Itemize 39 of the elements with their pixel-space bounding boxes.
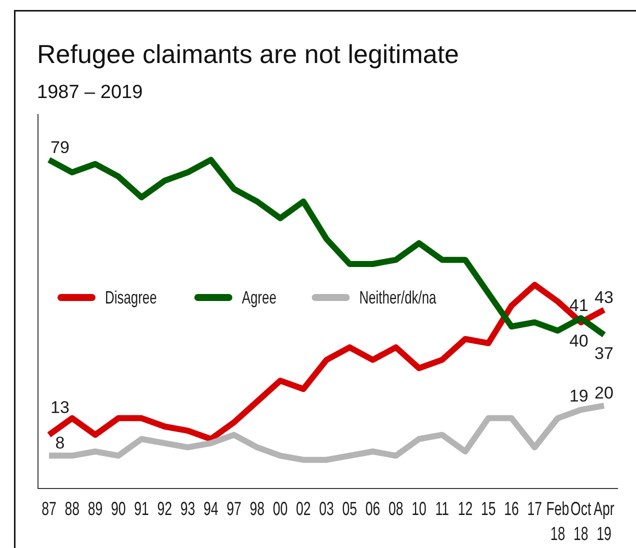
x-tick-label: Apr 19 <box>594 498 615 545</box>
x-tick-label: 05 <box>342 498 358 520</box>
data-label: 19 <box>569 386 588 406</box>
x-tick-label: 16 <box>504 498 519 520</box>
x-tick-label: 10 <box>412 498 426 520</box>
data-label: 37 <box>594 344 614 363</box>
legend-label: Agree <box>242 288 277 308</box>
x-tick-label: 15 <box>480 498 496 520</box>
chart-title: Refugee claimants are not legitimate <box>37 39 460 69</box>
x-tick-label: 89 <box>88 498 103 520</box>
x-tick-label: 08 <box>388 498 404 520</box>
x-tick-label: 12 <box>458 498 473 520</box>
legend-label: Neither/dk/na <box>359 288 436 308</box>
x-tick-label: 94 <box>203 498 218 520</box>
x-tick-label: 87 <box>42 498 56 520</box>
x-tick-label: 98 <box>250 498 265 520</box>
data-label: 41 <box>569 296 588 316</box>
data-label: 40 <box>569 331 588 350</box>
x-tick-label: 91 <box>134 498 149 520</box>
x-tick-label: 88 <box>64 498 80 520</box>
x-tick-label: 90 <box>110 498 126 520</box>
x-tick-label: 93 <box>180 498 196 520</box>
data-label: 43 <box>594 288 614 307</box>
x-tick-label: 00 <box>272 498 288 520</box>
x-tick-label: Oct 18 <box>570 498 592 545</box>
chart-subtitle: 1987 – 2019 <box>37 82 143 103</box>
x-tick-label: 06 <box>365 498 380 520</box>
x-tick-label: 02 <box>296 498 311 520</box>
x-tick-label: 97 <box>226 498 242 520</box>
data-label: 20 <box>594 384 614 403</box>
legend-label: Disagree <box>105 288 158 308</box>
x-tick-label: 92 <box>157 498 172 520</box>
x-tick-label: 11 <box>435 498 450 520</box>
data-label: 79 <box>50 138 70 157</box>
x-tick-label: Feb 18 <box>546 498 570 545</box>
data-label: 13 <box>50 398 70 418</box>
data-label: 8 <box>55 434 65 453</box>
x-tick-label: 03 <box>319 498 334 520</box>
x-tick-label: 17 <box>527 498 542 520</box>
